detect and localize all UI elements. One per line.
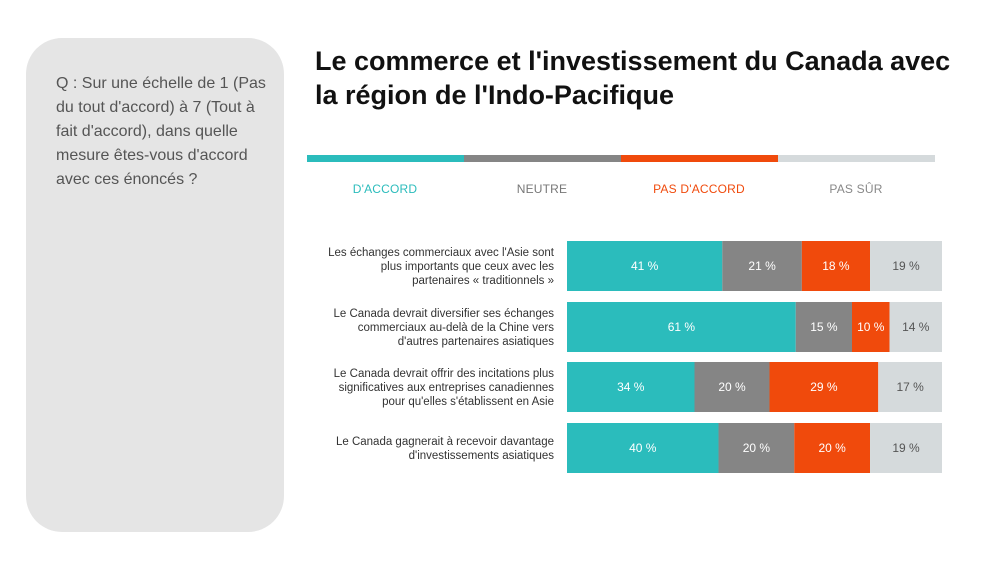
bar-segment xyxy=(567,423,719,473)
bar-value-label: 20 % xyxy=(743,441,771,455)
bar-value-label: 40 % xyxy=(629,441,657,455)
statement-line: plus importants que ceux avec les xyxy=(380,261,554,273)
bar-value-label: 61 % xyxy=(668,320,696,334)
bar-segment xyxy=(567,302,796,352)
bar-segment xyxy=(870,241,942,291)
statement-line: partenaires « traditionnels » xyxy=(412,275,554,287)
bar-segment xyxy=(870,423,942,473)
statement-label: Les échanges commerciaux avec l'Asie son… xyxy=(300,246,554,288)
bar-value-label: 17 % xyxy=(896,380,924,394)
statement-line: Les échanges commerciaux avec l'Asie son… xyxy=(328,247,554,259)
bar-value-label: 14 % xyxy=(902,320,930,334)
legend-swatch-2 xyxy=(621,155,778,162)
bar-value-label: 18 % xyxy=(822,259,850,273)
legend-label-3: PAS SÛR xyxy=(829,182,883,196)
bar-segment xyxy=(567,241,723,291)
statement-line: d'investissements asiatiques xyxy=(408,450,554,462)
statement-line: Le Canada devrait offrir des incitations… xyxy=(333,368,554,380)
statement-line: d'autres partenaires asiatiques xyxy=(397,336,554,348)
bar-segment xyxy=(769,362,879,412)
statement-line: Le Canada gagnerait à recevoir davantage xyxy=(335,436,554,448)
bar-segment xyxy=(694,362,770,412)
bar-value-label: 29 % xyxy=(810,380,838,394)
legend-swatch-1 xyxy=(464,155,621,162)
bar-segment xyxy=(889,302,942,352)
bar-value-label: 34 % xyxy=(617,380,645,394)
question-panel: Q : Sur une échelle de 1 (Pas du tout d'… xyxy=(26,38,284,532)
bar-segment xyxy=(718,423,795,473)
statement-label: Le Canada devrait diversifier ses échang… xyxy=(300,307,554,349)
bar-value-label: 19 % xyxy=(892,441,920,455)
statement-line: significatives aux entreprises canadienn… xyxy=(338,382,554,394)
bar-value-label: 20 % xyxy=(718,380,746,394)
bar-value-label: 19 % xyxy=(892,259,920,273)
legend-swatch-0 xyxy=(307,155,464,162)
bar-value-label: 21 % xyxy=(748,259,776,273)
statement-line: pour qu'elles s'établissent en Asie xyxy=(382,396,554,408)
bar-value-label: 10 % xyxy=(857,320,885,334)
legend-label-0: D'ACCORD xyxy=(352,182,418,196)
bar-segment xyxy=(795,302,852,352)
statement-line: commerciaux au-delà de la Chine vers xyxy=(357,322,554,334)
statement-label: Le Canada devrait offrir des incitations… xyxy=(300,367,554,409)
chart-title: Le commerce et l'investissement du Canad… xyxy=(315,46,951,110)
legend-label-1: NEUTRE xyxy=(516,182,568,196)
bar-segment xyxy=(852,302,890,352)
bar-segment xyxy=(567,362,695,412)
bar-segment xyxy=(878,362,942,412)
bar-segment xyxy=(801,241,871,291)
bar-value-label: 41 % xyxy=(631,259,659,273)
bar-segment xyxy=(722,241,802,291)
legend-swatch-3 xyxy=(778,155,935,162)
statement-label: Le Canada gagnerait à recevoir davantage… xyxy=(300,435,554,463)
statement-line: Le Canada devrait diversifier ses échang… xyxy=(333,308,554,320)
bar-segment xyxy=(794,423,871,473)
bar-value-label: 15 % xyxy=(810,320,838,334)
bar-value-label: 20 % xyxy=(818,441,846,455)
legend-label-2: PAS D'ACCORD xyxy=(653,182,745,196)
question-text: Q : Sur une échelle de 1 (Pas du tout d'… xyxy=(56,75,266,188)
